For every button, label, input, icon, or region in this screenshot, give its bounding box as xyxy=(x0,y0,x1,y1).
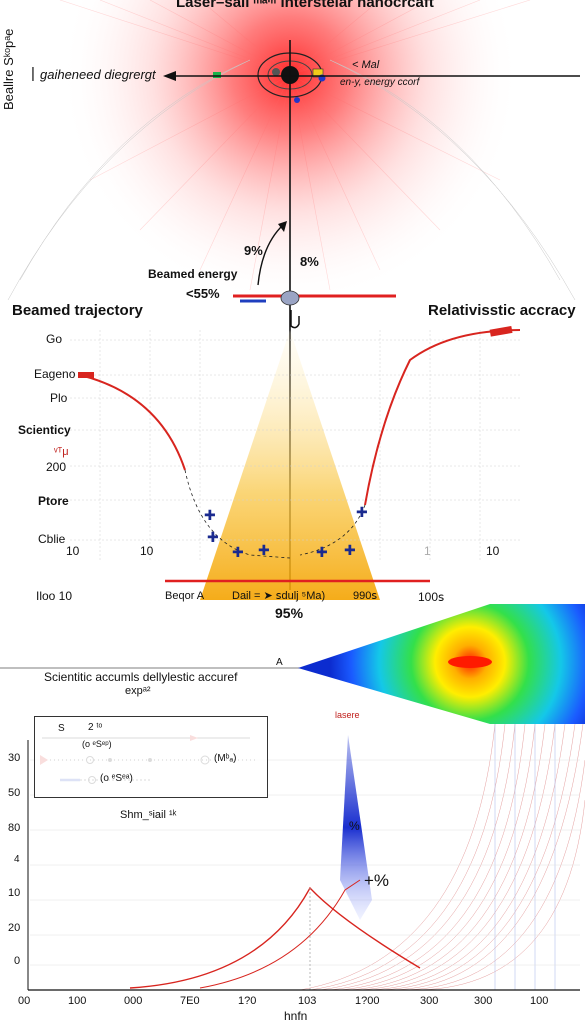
y-label-scienticy: Scienticy xyxy=(18,423,71,437)
yellow-beam-cone xyxy=(200,330,380,600)
left-curve-marker xyxy=(78,372,94,378)
gathered-marker: | xyxy=(31,65,35,82)
bottom-red-curve-2 xyxy=(199,879,361,989)
trajectory-markers: ✚ ✚ ✚ ✚ ✚ ✚ ✚ xyxy=(204,505,368,561)
bottom-pct-big: +% xyxy=(364,871,390,890)
bottom-x-tick-4: 1?0 xyxy=(238,995,257,1007)
right-trajectory-descent xyxy=(299,504,366,556)
beamed-energy-curve-arrow xyxy=(257,224,284,286)
svg-text:✚: ✚ xyxy=(316,545,328,561)
spacecraft-mid xyxy=(280,290,300,329)
gathered-label: gaiheneed diegrergt xyxy=(40,67,156,82)
bottom-y-tick-20: 20 xyxy=(8,922,21,934)
beam-pct-left: 9% xyxy=(244,243,263,258)
trajectory-bottom-right-a: 990ꜱ xyxy=(353,590,378,602)
legend-row1-a: S xyxy=(58,723,65,734)
y-label-ptore: Ptore xyxy=(38,494,69,508)
page-title: Laser–sail ᵐᵃⁱⁿ interstelar hanocrcaft xyxy=(176,0,434,11)
y-label-200: 200 xyxy=(46,460,67,474)
bottom-x-tick-5: 103 xyxy=(298,995,317,1007)
center-percentage: 95% xyxy=(275,605,304,621)
heatmap-hotspot xyxy=(448,656,492,668)
beamed-energy-value: <55% xyxy=(186,286,220,301)
glow-rays xyxy=(59,0,531,291)
bottom-y-small: 4 xyxy=(14,854,20,865)
legend-row2-end: (Mᵇₐ) xyxy=(214,753,237,764)
x-tick-left-2: 10 xyxy=(140,544,154,558)
bottom-x-tick-3: 7E0 xyxy=(180,995,200,1007)
top-arrow-head xyxy=(163,71,176,81)
y-label-go: Go xyxy=(46,332,63,346)
svg-text:✚: ✚ xyxy=(344,543,356,559)
left-vertical-label: Beallre Sᵏᵒpᵃe xyxy=(1,28,16,110)
trajectory-bottom-right-b: 100ꜱ xyxy=(418,590,445,604)
right-trajectory-curve xyxy=(364,329,521,506)
trajectory-bottom-mid-a: Beqor A xyxy=(165,590,205,602)
svg-text:✚: ✚ xyxy=(258,543,270,559)
x-tick-right-2: 10 xyxy=(486,544,500,558)
legend-row1-b: 2 ᵗᵒ xyxy=(88,722,103,733)
y-label-eageno: Eageno xyxy=(34,367,76,381)
trajectory-bottom-left: Iloo 10 xyxy=(36,589,73,603)
divider-marker: A xyxy=(276,657,283,668)
divider-caption-2: expᵃ² xyxy=(125,685,151,697)
legend-box xyxy=(34,716,268,798)
y-label-cblie: Cblie xyxy=(38,532,66,546)
bottom-chart-title: Shm_ˢiail ¹ᵏ xyxy=(120,809,177,821)
bottom-y-tick-0: 0 xyxy=(14,955,21,967)
bottom-y-tick-50: 50 xyxy=(8,787,21,799)
beamed-energy-label: Beamed energy xyxy=(148,267,238,281)
left-trajectory-descent xyxy=(184,469,291,559)
left-trajectory-curve xyxy=(79,374,186,471)
bottom-x-label: hnfn xyxy=(284,1009,308,1023)
trajectory-grid xyxy=(70,330,520,560)
svg-text:✚: ✚ xyxy=(207,530,219,546)
legend-row3: (o ᵉSᵉᵃ) xyxy=(100,773,133,784)
bottom-pct-small: % xyxy=(349,819,360,833)
bottom-grid xyxy=(30,759,580,966)
curve-arrow-head xyxy=(278,221,287,232)
beamed-trajectory-title: Beamed trajectory xyxy=(12,302,143,319)
bottom-x-tick-2: 000 xyxy=(124,995,143,1007)
legend-row2: (o ᵉSᵉᵖ) xyxy=(82,739,112,749)
x-tick-right-1: 1 xyxy=(424,544,431,558)
laser-label: lasere xyxy=(335,710,360,720)
bottom-y-tick-30: 30 xyxy=(8,752,21,764)
energy-label: en-y, energy ccorf xyxy=(340,77,420,88)
blue-spike xyxy=(340,735,372,920)
y-label-plo: Plo xyxy=(50,391,68,405)
svg-text:✚: ✚ xyxy=(356,505,368,521)
divider-caption: Scientitic accumls dellylestic accuref xyxy=(44,670,238,684)
fan-lines xyxy=(299,723,585,991)
bottom-x-tick-1: 100 xyxy=(68,995,87,1007)
bottom-x-tick-6: 1?00 xyxy=(355,995,380,1007)
bottom-y-tick-10: 10 xyxy=(8,887,21,899)
bottom-x-tick-9: 100 xyxy=(530,995,549,1007)
svg-text:✚: ✚ xyxy=(204,508,216,524)
svg-text:✚: ✚ xyxy=(232,545,244,561)
bottom-x-tick-8: 300 xyxy=(474,995,493,1007)
mal-label: < Mal xyxy=(352,59,380,71)
fan-lines-blue xyxy=(494,724,556,990)
heatmap-cone xyxy=(298,604,585,724)
trajectory-bottom-mid-b: Dail = ➤ ꜱdulj ⁵Ma) xyxy=(232,590,326,602)
bottom-red-curve-1 xyxy=(129,886,421,989)
relativistic-accuracy-title: Relativisstic accracy xyxy=(428,302,576,319)
right-curve-marker xyxy=(489,325,513,337)
y-label-vtm: ᵛᵀμ xyxy=(54,446,69,458)
bottom-y-tick-80: 80 xyxy=(8,822,21,834)
beam-pct-right: 8% xyxy=(300,254,319,269)
bottom-x-tick-7: 300 xyxy=(420,995,439,1007)
bottom-x-tick-0: 00 xyxy=(18,995,31,1007)
x-tick-left-1: 10 xyxy=(66,544,80,558)
